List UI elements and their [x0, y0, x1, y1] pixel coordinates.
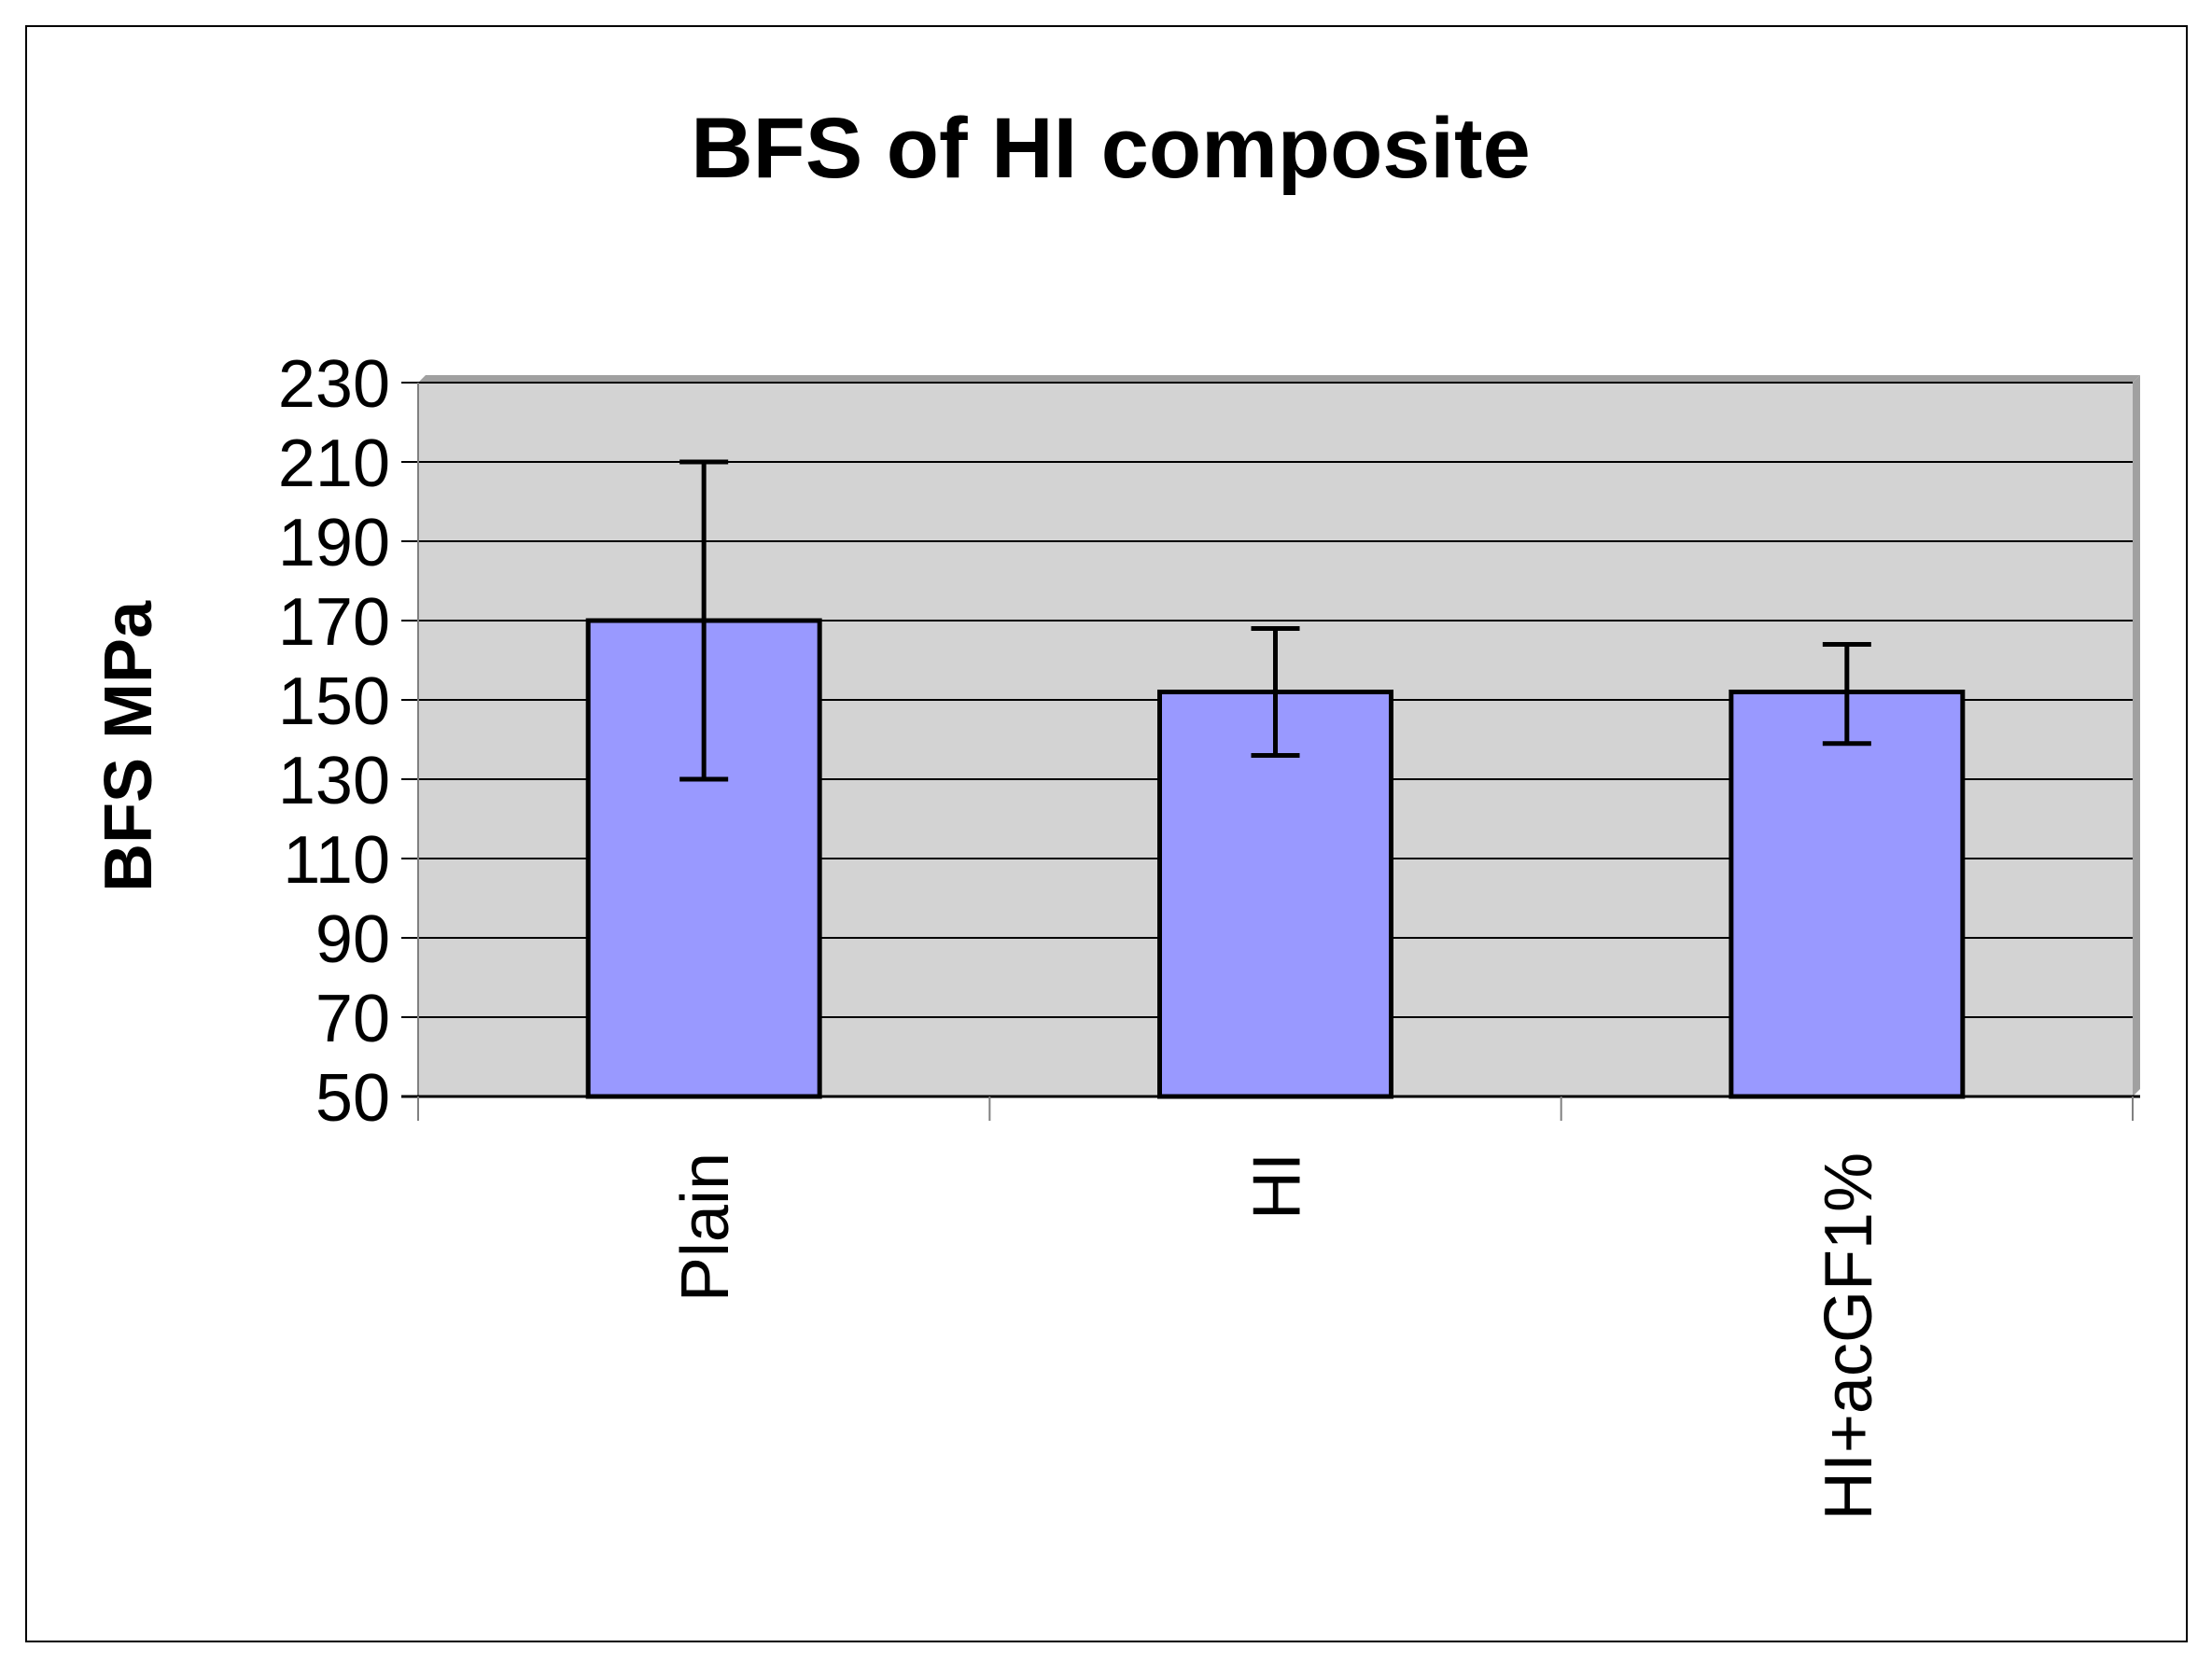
y-tick-label: 190	[278, 506, 390, 580]
y-tick-label: 90	[315, 902, 390, 977]
y-tick-label: 130	[278, 744, 390, 818]
y-tick-label: 150	[278, 664, 390, 739]
y-tick-label: 210	[278, 426, 390, 501]
x-category-label: HI	[1240, 1152, 1315, 1220]
plot-wall-top	[418, 375, 2140, 383]
x-category-label: HI+acGF1%	[1812, 1152, 1886, 1520]
y-axis-label: BFS MPa	[91, 600, 166, 892]
y-tick-label: 70	[315, 982, 390, 1056]
y-tick-label: 50	[315, 1061, 390, 1136]
bar-hi	[1157, 690, 1393, 1099]
plot-wall-right	[2133, 375, 2140, 1096]
y-tick-label: 110	[283, 823, 390, 898]
bar-hi-acgf1-	[1729, 690, 1966, 1099]
y-tick-label: 170	[278, 585, 390, 660]
y-tick-label: 230	[278, 347, 390, 422]
x-category-label: Plain	[668, 1152, 743, 1302]
chart-title: BFS of HI composite	[691, 101, 1531, 196]
